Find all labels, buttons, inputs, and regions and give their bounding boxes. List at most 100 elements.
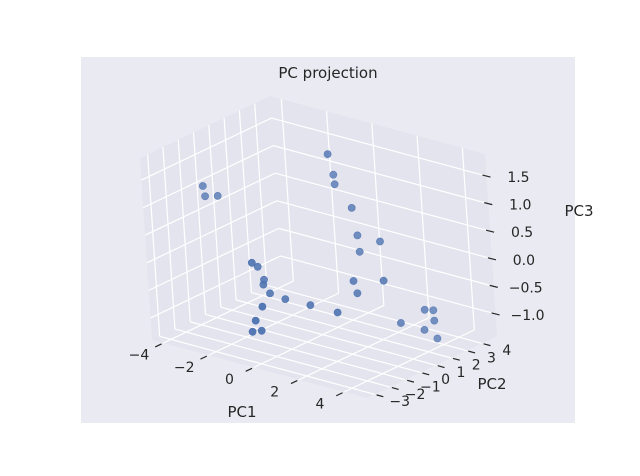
data-point (258, 302, 267, 311)
z-gridline-left (146, 200, 278, 264)
z-tick (484, 202, 493, 206)
data-point (349, 277, 358, 285)
y-axis-label: PC2 (477, 375, 506, 393)
data-point (329, 170, 338, 179)
x-gridline-back (461, 147, 475, 330)
y-gridline-left (192, 132, 207, 315)
data-point (333, 308, 342, 317)
floor-pane (152, 278, 497, 398)
z-axis-label: PC3 (564, 202, 593, 220)
x-tick (200, 355, 208, 360)
z-tick (491, 312, 500, 316)
x-gridline-back (416, 135, 430, 318)
data-point (306, 301, 315, 309)
data-point (323, 150, 332, 158)
data-point (433, 334, 442, 343)
y-tick (407, 379, 415, 383)
y-gridline-floor (174, 328, 391, 388)
z-tick (485, 229, 495, 233)
z-gridline-left (143, 145, 274, 209)
y-tick (483, 343, 491, 347)
data-point (347, 203, 356, 212)
y-gridline-left (177, 139, 191, 322)
y-gridline-left (162, 147, 176, 330)
data-point (353, 289, 362, 298)
data-point (355, 247, 364, 256)
z-tick-label: 0.5 (511, 225, 533, 241)
y-tick (437, 365, 445, 369)
x-tick-label: 2 (270, 384, 279, 400)
y-gridline-floor (266, 284, 482, 344)
z-tick (489, 284, 498, 288)
data-point (420, 325, 429, 334)
data-point (253, 262, 262, 271)
z-gridline-left (148, 227, 279, 291)
y-gridline-left (147, 154, 161, 337)
data-point (248, 327, 257, 336)
x-tick-label: 0 (225, 372, 234, 388)
z-tick-label: −0.5 (509, 280, 543, 296)
y-tick (468, 350, 476, 354)
z-gridline-back (273, 145, 489, 205)
data-point (330, 180, 339, 189)
y-gridline-floor (235, 299, 452, 359)
data-point (430, 316, 439, 325)
x-tick (245, 367, 253, 372)
scatter-points (198, 150, 442, 343)
x-tick-label: 4 (316, 397, 325, 413)
y-tick-label: 4 (502, 343, 511, 359)
x-gridline-floor (298, 317, 430, 381)
chart-title: PC projection (278, 64, 377, 82)
y-gridline-left (254, 103, 268, 286)
y-tick (422, 372, 430, 376)
x-tick (290, 380, 298, 385)
y-tick-label: −2 (405, 387, 426, 403)
y-tick-label: 2 (472, 358, 481, 374)
data-point (281, 295, 290, 303)
gridlines (141, 99, 496, 395)
z-tick-label: −1.0 (511, 308, 545, 324)
y-gridline-left (223, 117, 237, 300)
x-tick-label: −2 (174, 360, 195, 376)
y-gridline-floor (159, 335, 375, 395)
z-gridline-left (141, 117, 272, 181)
data-point (259, 280, 268, 289)
data-point (213, 191, 222, 200)
x-gridline-back (325, 111, 340, 294)
y-gridline-floor (190, 321, 406, 381)
z-gridline-left (144, 172, 276, 236)
z-gridline-back (271, 117, 487, 177)
y-tick-label: −1 (420, 380, 441, 396)
data-point (376, 237, 384, 246)
x-tick (335, 392, 343, 397)
z-gridline-back (274, 172, 491, 232)
x-tick (154, 343, 162, 348)
z-tick-label: 1.5 (507, 170, 529, 186)
y-tick (376, 394, 384, 398)
data-point (251, 316, 260, 325)
z-gridline-back (278, 227, 494, 287)
data-point (353, 231, 362, 240)
z-tick (487, 257, 497, 261)
y-tick (391, 387, 399, 390)
data-point (247, 258, 256, 267)
x-gridline-floor (253, 304, 385, 369)
x-tick-label: −4 (129, 348, 150, 364)
y-gridline-floor (205, 313, 421, 374)
x-gridline-back (280, 99, 294, 282)
y-tick-label: −3 (389, 394, 410, 410)
data-point (266, 289, 274, 298)
y-tick-label: 3 (487, 350, 496, 366)
data-point (420, 305, 429, 314)
data-point (198, 182, 207, 190)
x-gridline-floor (208, 292, 339, 356)
y-tick-label: 0 (441, 372, 450, 388)
z-gridline-back (276, 200, 493, 260)
y-gridline-left (208, 125, 222, 308)
y-tick (452, 357, 460, 361)
x-axis-label: PC1 (227, 403, 256, 421)
z-gridline-back (280, 255, 496, 315)
